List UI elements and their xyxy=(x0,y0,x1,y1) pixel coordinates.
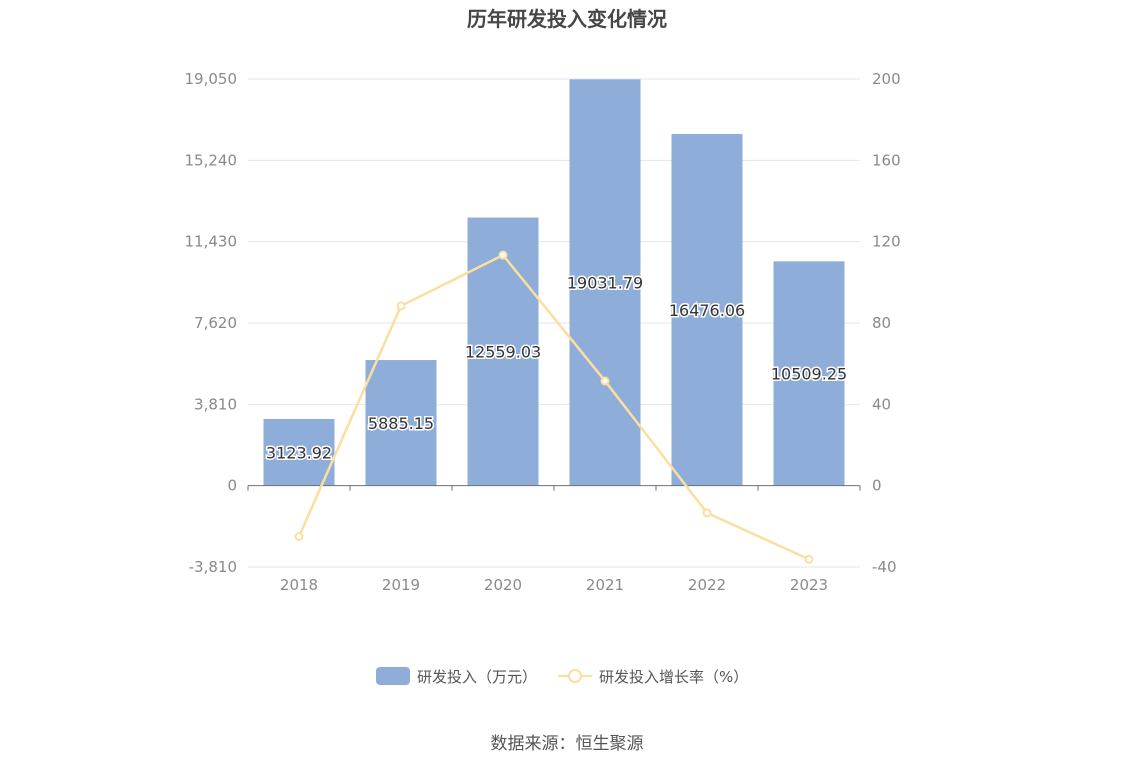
data-source-note: 数据来源：恒生聚源 xyxy=(490,734,644,754)
bar-2020 xyxy=(467,217,539,486)
bar-value-label: 5885.15 xyxy=(368,414,434,433)
bar-2022 xyxy=(671,133,743,486)
bar-2019 xyxy=(365,360,437,486)
right-tick-label: -40 xyxy=(872,558,897,576)
bar-value-label: 19031.79 xyxy=(567,274,643,293)
bar-2018 xyxy=(263,418,335,486)
legend: 研发投入（万元） 研发投入增长率（%） xyxy=(376,667,748,686)
bar-series xyxy=(263,79,845,486)
growth-rate-point-2019 xyxy=(396,301,406,311)
right-tick-label: 80 xyxy=(872,314,891,332)
bar-value-label: 3123.92 xyxy=(266,443,332,462)
legend-line-marker xyxy=(568,669,582,683)
bar-value-label: 12559.03 xyxy=(465,343,541,362)
left-tick-label: 15,240 xyxy=(185,151,238,169)
legend-line-label: 研发投入增长率（%） xyxy=(599,668,748,686)
x-axis: 2018 2019 2020 2021 2022 2023 xyxy=(247,485,861,594)
growth-rate-point-2023 xyxy=(804,554,814,564)
x-tick-label: 2022 xyxy=(688,576,726,594)
right-axis-ticks: 200 160 120 80 40 0 -40 xyxy=(872,70,901,576)
right-tick-label: 120 xyxy=(872,233,901,251)
right-tick-label: 160 xyxy=(872,151,901,169)
legend-bar-label: 研发投入（万元） xyxy=(417,668,537,686)
growth-rate-point-2021 xyxy=(600,376,610,386)
left-axis-ticks: 19,050 15,240 11,430 7,620 3,810 0 -3,810 xyxy=(185,70,238,576)
right-tick-label: 0 xyxy=(872,477,882,495)
growth-rate-point-2018 xyxy=(294,532,304,541)
x-tick-label: 2019 xyxy=(382,576,420,594)
bar-2021 xyxy=(569,79,641,486)
right-tick-label: 40 xyxy=(872,395,891,413)
line-series xyxy=(294,250,814,564)
x-tick-label: 2021 xyxy=(586,576,624,594)
x-tick-label: 2023 xyxy=(790,576,828,594)
left-tick-label: 19,050 xyxy=(185,70,238,88)
left-tick-label: 3,810 xyxy=(194,395,237,413)
left-tick-label: 0 xyxy=(227,477,237,495)
x-tick-label: 2018 xyxy=(280,576,318,594)
grid-lines xyxy=(248,78,860,568)
left-tick-label: 7,620 xyxy=(194,314,237,332)
right-tick-label: 200 xyxy=(872,70,901,88)
bar-value-label: 10509.25 xyxy=(771,364,847,383)
chart-title: 历年研发投入变化情况 xyxy=(467,7,667,31)
growth-rate-point-2022 xyxy=(702,508,712,518)
left-tick-label: 11,430 xyxy=(185,233,238,251)
bar-value-label: 16476.06 xyxy=(669,301,745,320)
growth-rate-point-2020 xyxy=(498,250,508,260)
bar-data-labels: 3123.92 5885.15 12559.03 19031.79 16476.06 10… xyxy=(264,272,848,464)
bar-2023 xyxy=(773,261,845,486)
legend-bar-swatch xyxy=(376,667,410,685)
left-tick-label: -3,810 xyxy=(189,558,237,576)
x-tick-label: 2020 xyxy=(484,576,522,594)
growth-rate-line xyxy=(297,253,810,561)
